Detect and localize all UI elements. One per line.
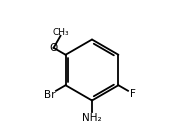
Text: NH₂: NH₂: [82, 113, 102, 123]
Text: Br: Br: [44, 90, 55, 100]
Text: CH₃: CH₃: [52, 28, 69, 37]
Text: F: F: [130, 89, 136, 99]
Text: O: O: [49, 43, 58, 53]
